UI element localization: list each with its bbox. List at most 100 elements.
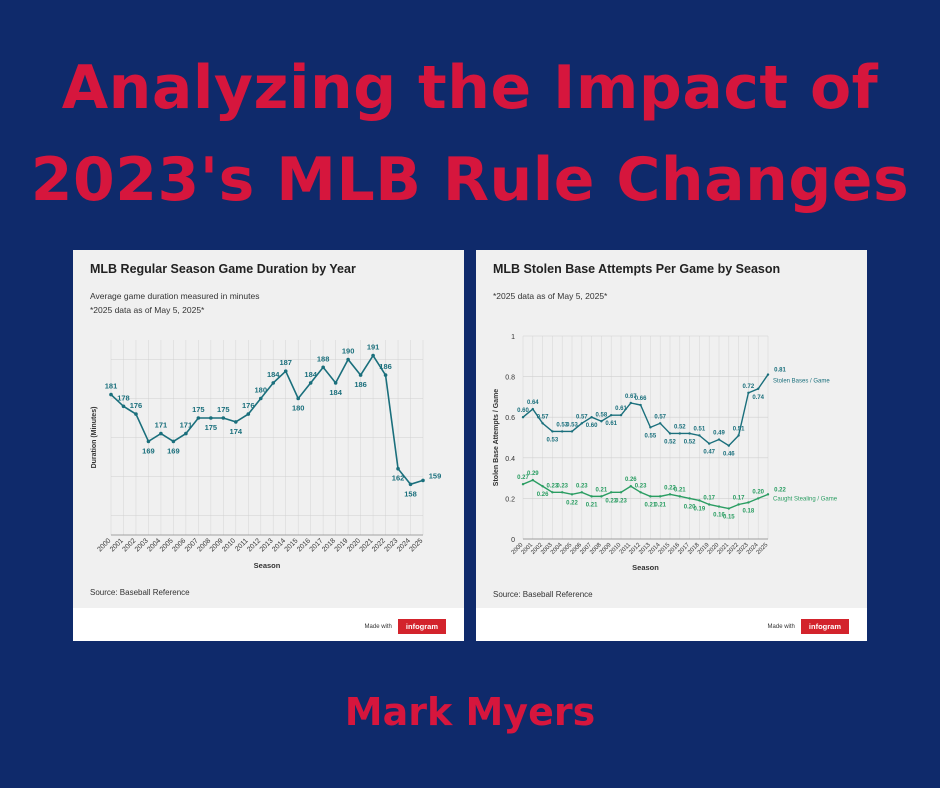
data-label: 186 xyxy=(354,380,367,389)
data-label: 169 xyxy=(142,446,155,455)
data-point xyxy=(727,507,730,510)
data-point xyxy=(610,413,613,417)
data-point xyxy=(659,495,662,498)
data-label: 0.20 xyxy=(684,504,696,510)
page-title-line-1: Analyzing the Impact of xyxy=(61,53,879,123)
data-point xyxy=(629,401,632,405)
data-label: 0.20 xyxy=(752,489,764,495)
data-label: 0.52 xyxy=(674,424,686,430)
chart-card-background: MLB Stolen Base Attempts Per Game by Sea… xyxy=(476,250,867,608)
data-label: 184 xyxy=(267,370,280,379)
author-name: Mark Myers xyxy=(344,690,596,734)
data-label: 0.49 xyxy=(713,431,725,437)
data-point xyxy=(698,434,701,437)
data-label: 184 xyxy=(304,370,317,379)
data-point xyxy=(371,353,375,358)
data-label: 0.60 xyxy=(586,423,598,429)
data-label: 0.81 xyxy=(774,368,786,374)
data-point xyxy=(649,495,652,498)
data-point xyxy=(590,416,593,419)
data-point xyxy=(678,432,681,435)
data-point xyxy=(688,432,691,435)
data-label: 171 xyxy=(180,421,193,430)
data-label: 180 xyxy=(292,404,305,413)
data-point xyxy=(659,422,662,425)
data-label: 0.19 xyxy=(694,506,706,512)
data-label: 186 xyxy=(379,362,392,371)
data-point xyxy=(600,495,603,498)
data-point xyxy=(159,431,163,436)
data-label: 0.23 xyxy=(615,498,627,504)
data-label: 0.23 xyxy=(547,483,559,489)
data-point xyxy=(570,430,574,433)
data-label: 158 xyxy=(404,489,417,498)
made-with-infogram[interactable]: Made with infogram xyxy=(365,619,446,634)
data-point xyxy=(766,493,770,496)
data-label: 175 xyxy=(205,423,218,432)
chart-panel-stolen-bases: MLB Stolen Base Attempts Per Game by Sea… xyxy=(476,250,867,641)
data-point xyxy=(541,485,544,488)
data-point xyxy=(184,431,188,436)
data-point xyxy=(580,491,583,494)
data-label: 0.64 xyxy=(527,400,539,406)
data-label: 176 xyxy=(130,401,143,410)
data-label: 0.61 xyxy=(605,421,617,427)
data-point xyxy=(308,381,313,385)
data-point xyxy=(708,442,711,445)
made-with-label: Made with xyxy=(364,623,392,630)
data-label: 169 xyxy=(167,446,180,455)
data-label: 187 xyxy=(279,358,292,367)
data-point xyxy=(766,373,770,376)
data-point xyxy=(561,491,564,494)
data-point xyxy=(610,491,613,494)
data-label: 0.55 xyxy=(645,433,657,439)
data-label: 0.60 xyxy=(517,408,529,414)
data-label: 0.58 xyxy=(596,412,608,418)
data-point xyxy=(121,404,126,409)
data-point xyxy=(727,444,730,447)
data-label: 190 xyxy=(342,347,355,356)
data-point xyxy=(600,420,603,423)
data-label: 174 xyxy=(230,427,243,436)
data-label: 0.26 xyxy=(625,477,637,483)
data-point xyxy=(421,478,425,483)
data-point xyxy=(196,416,201,420)
data-label: 0.29 xyxy=(527,471,539,477)
data-label: 0.17 xyxy=(733,495,745,501)
data-label: 0.21 xyxy=(645,502,657,508)
data-label: 0.66 xyxy=(635,396,647,402)
data-point xyxy=(698,499,701,502)
made-with-infogram[interactable]: Made with infogram xyxy=(768,619,849,634)
data-label: 191 xyxy=(367,343,380,352)
data-point xyxy=(580,422,583,425)
data-label: 0.57 xyxy=(576,414,588,420)
data-point xyxy=(209,416,213,420)
data-label: 0.22 xyxy=(664,485,676,491)
data-point xyxy=(541,422,544,425)
data-point xyxy=(737,434,740,437)
data-label: 0.18 xyxy=(743,508,755,514)
x-axis-title: Season xyxy=(632,563,659,572)
chart-panel-game-duration: MLB Regular Season Game Duration by Year… xyxy=(73,250,464,641)
data-label: 0.22 xyxy=(566,500,578,506)
data-point xyxy=(258,396,263,401)
data-point xyxy=(246,412,251,416)
data-point xyxy=(221,416,226,420)
x-tick-label: 2024 xyxy=(396,537,412,553)
series-line xyxy=(522,479,769,510)
data-point xyxy=(629,485,632,488)
chart-subtitle: Average game duration measured in minute… xyxy=(90,291,260,301)
page-title-line-2: 2023's MLB Rule Changes xyxy=(30,145,910,215)
chart-title: MLB Regular Season Game Duration by Year xyxy=(90,262,356,276)
data-point xyxy=(234,420,238,424)
data-point xyxy=(333,381,338,385)
data-label: 0.57 xyxy=(654,414,666,420)
data-label: 0.52 xyxy=(664,439,676,445)
series-legend-label: Stolen Bases / Game xyxy=(773,379,830,385)
data-label: 0.16 xyxy=(713,513,725,519)
data-label: 171 xyxy=(155,421,168,430)
data-point xyxy=(678,495,681,498)
y-tick-label: 0.2 xyxy=(505,496,515,503)
data-point xyxy=(688,497,691,500)
data-label: 0.51 xyxy=(733,426,745,432)
